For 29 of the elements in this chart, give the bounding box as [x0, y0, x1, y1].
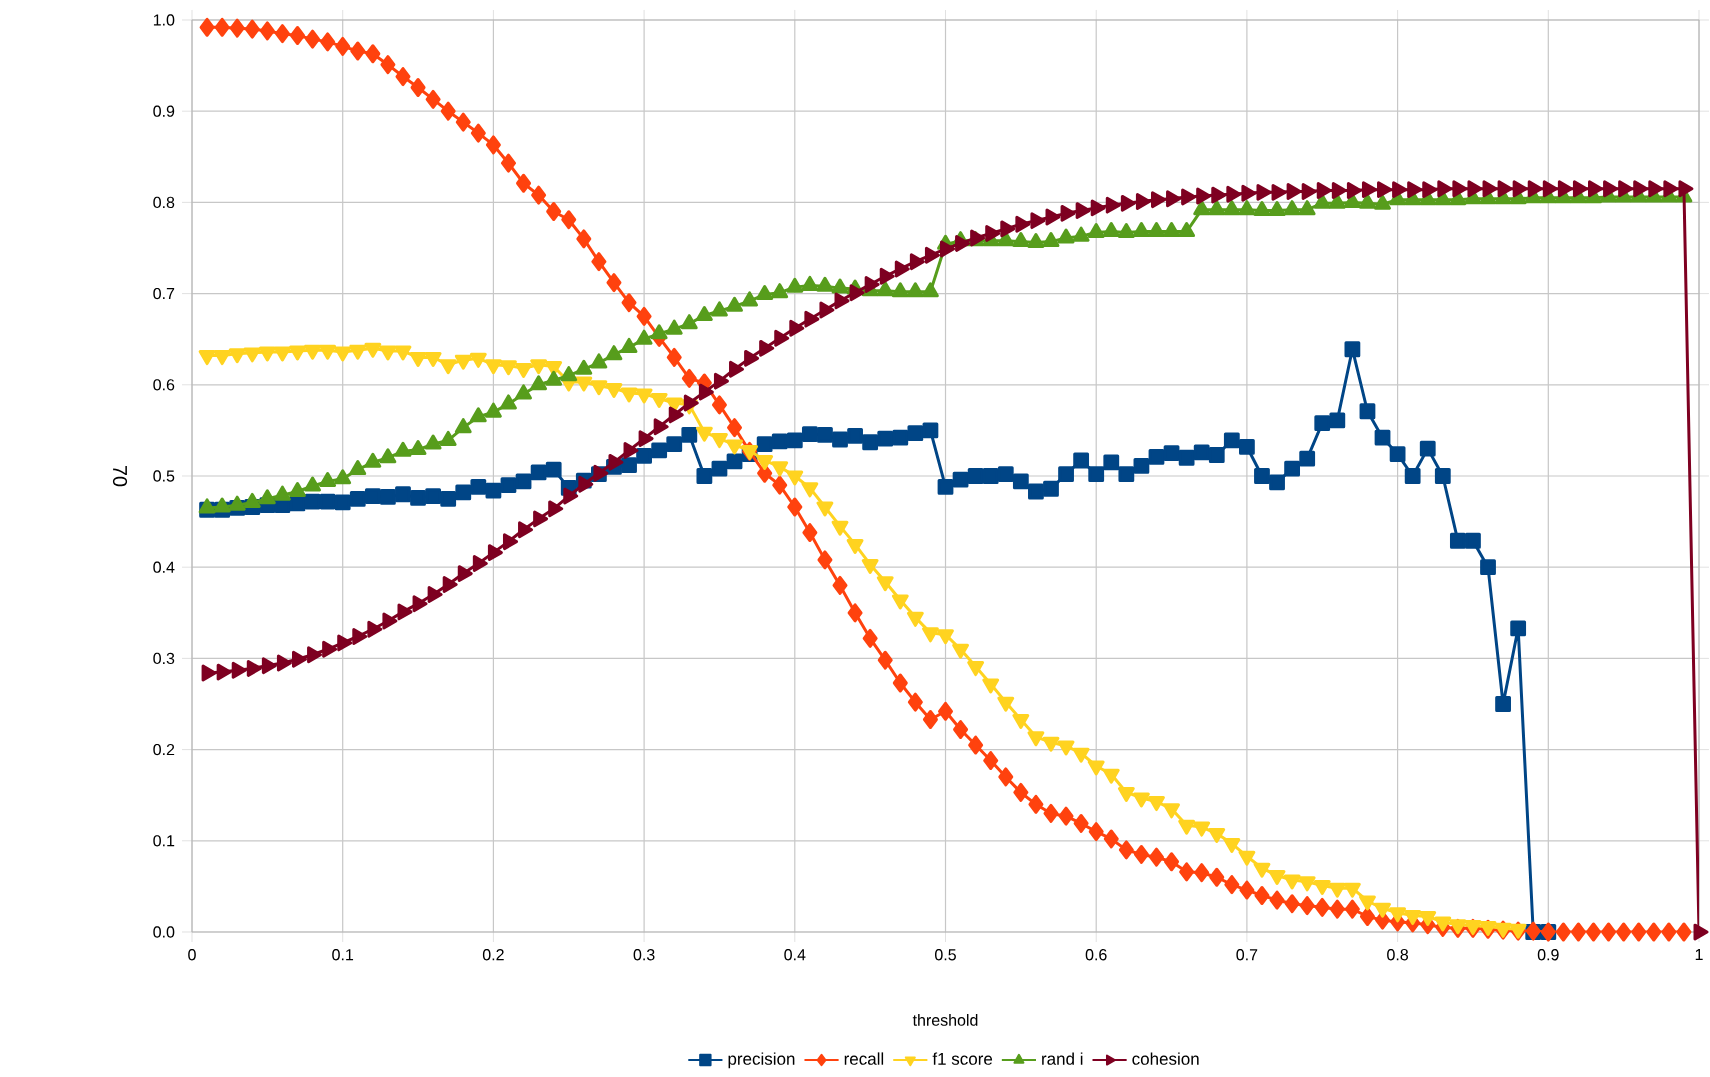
y-tick-label: 1.0 [153, 14, 175, 26]
x-tick-label: 0.5 [935, 949, 956, 961]
x-tick-label: 0.8 [1387, 949, 1409, 961]
y-tick-label: 0.0 [153, 926, 175, 938]
x-axis-title: threshold [912, 1014, 978, 1026]
x-tick-label: 0 [188, 949, 196, 961]
y-tick-label: 0.7 [153, 287, 175, 300]
x-tick-label: 0.6 [1085, 949, 1107, 961]
legend-label: precision [728, 1052, 795, 1069]
y-tick-label: 0.6 [153, 379, 175, 391]
y-tick-label: 0.8 [153, 196, 175, 209]
legend-label: recall [844, 1052, 884, 1065]
y-tick-label: 0.4 [153, 561, 175, 573]
y-tick-label: 0.1 [153, 835, 175, 847]
legend-label: f1 score [932, 1052, 993, 1065]
y-tick-label: 0.2 [153, 743, 175, 756]
legend-label: cohesion [1132, 1052, 1199, 1065]
y-tick-label: 0.9 [153, 105, 175, 117]
x-tick-label: 0.3 [633, 949, 655, 961]
x-tick-label: 0.7 [1236, 949, 1258, 961]
y-tick-label: 0.3 [153, 652, 175, 665]
x-tick-label: 0.4 [784, 949, 806, 961]
y-tick-label: 0.5 [153, 470, 175, 482]
y-axis-title: 70 [112, 465, 128, 487]
legend-label: rand i [1042, 1052, 1083, 1065]
x-tick-label: 0.9 [1537, 949, 1559, 961]
x-tick-label: 0.2 [482, 949, 504, 961]
x-tick-label: 1 [1695, 949, 1703, 961]
x-tick-label: 0.1 [332, 949, 354, 961]
